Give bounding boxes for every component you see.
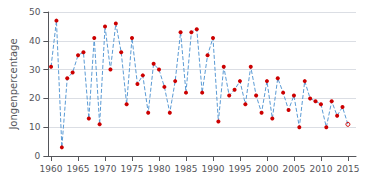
svg-text:1965: 1965 [67, 164, 90, 174]
svg-text:1970: 1970 [94, 164, 117, 174]
svg-text:1995: 1995 [229, 164, 252, 174]
svg-text:2015: 2015 [336, 164, 359, 174]
svg-text:2000: 2000 [255, 164, 278, 174]
svg-text:0: 0 [35, 151, 41, 161]
svg-text:1990: 1990 [202, 164, 225, 174]
svg-text:50: 50 [29, 7, 41, 17]
svg-text:10: 10 [29, 122, 41, 132]
svg-text:20: 20 [29, 93, 41, 103]
svg-text:2010: 2010 [309, 164, 332, 174]
svg-text:30: 30 [29, 65, 41, 75]
svg-text:1980: 1980 [148, 164, 171, 174]
svg-text:Jongenpercentage: Jongenpercentage [8, 38, 19, 130]
svg-text:1985: 1985 [175, 164, 198, 174]
svg-text:1960: 1960 [40, 164, 63, 174]
svg-text:2005: 2005 [282, 164, 305, 174]
svg-text:1975: 1975 [121, 164, 144, 174]
svg-text:40: 40 [29, 36, 41, 46]
